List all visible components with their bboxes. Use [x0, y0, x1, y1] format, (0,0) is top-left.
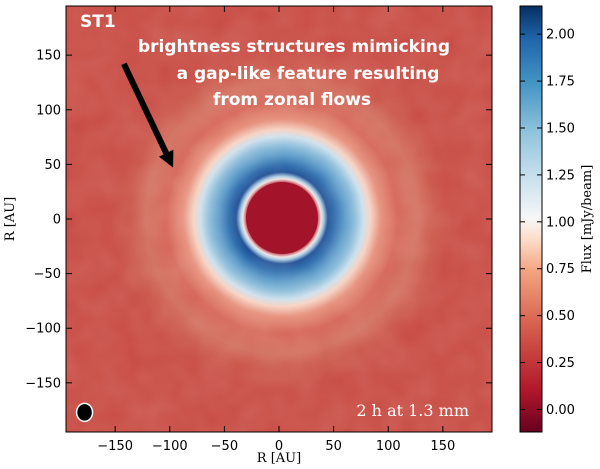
heatmap-panel	[66, 6, 492, 432]
colorbar-tick-label: 1.25	[546, 168, 575, 183]
x-tick-label: −50	[211, 439, 238, 454]
colorbar-label: Flux [mJy/beam]	[580, 165, 595, 274]
colorbar-tick-label: 0.50	[546, 309, 575, 324]
x-tick-label: −100	[152, 439, 188, 454]
colorbar-tick-label: 1.50	[546, 121, 575, 136]
x-tick-label: −150	[97, 439, 133, 454]
y-axis-label: R [AU]	[3, 197, 18, 241]
colorbar-tick-label: 0.00	[546, 403, 575, 418]
inner-cavity	[246, 182, 318, 254]
annotation-arrow	[121, 62, 174, 168]
y-tick-label: 100	[36, 103, 61, 118]
colorbar-tick-label: 2.00	[546, 28, 575, 43]
colorbar-tick-label: 0.75	[546, 262, 575, 277]
x-tick-label: 50	[325, 439, 342, 454]
colorbar-tick-label: 1.75	[546, 75, 575, 90]
x-tick-label: 150	[430, 439, 455, 454]
arrow-shaft	[121, 62, 169, 155]
y-tick-label: −100	[25, 322, 61, 337]
colorbar	[519, 5, 543, 433]
x-tick-labels: −150 −100 −50 0 50 100 150	[97, 439, 455, 454]
x-tick-label: 0	[275, 439, 283, 454]
panel-label: ST1	[80, 12, 116, 32]
x-tick-label: 100	[376, 439, 401, 454]
observation-label: 2 h at 1.3 mm	[356, 401, 469, 420]
x-axis-label: R [AU]	[257, 451, 301, 466]
y-tick-label: 0	[53, 213, 61, 228]
y-tick-label: −150	[25, 376, 61, 391]
y-tick-label: 50	[44, 158, 61, 173]
y-tick-label: −50	[34, 267, 61, 282]
arrow-head	[158, 149, 174, 168]
annotation-line-1: brightness structures mimicking	[138, 37, 450, 57]
colorbar-tick-label: 1.00	[546, 215, 575, 230]
colorbar-tick-label: 0.25	[546, 356, 575, 371]
annotation-line-3: from zonal flows	[213, 90, 371, 110]
axis-ticks	[66, 6, 492, 432]
colorbar-ticks: 0.00 0.25 0.50 0.75 1.00 1.25 1.50 1.75 2.00	[520, 28, 575, 418]
y-tick-label: 150	[36, 49, 61, 64]
beam-ellipse	[75, 402, 94, 423]
y-tick-labels: 150 100 50 0 −50 −100 −150	[25, 49, 61, 392]
annotation-line-2: a gap-like feature resulting	[177, 64, 440, 84]
